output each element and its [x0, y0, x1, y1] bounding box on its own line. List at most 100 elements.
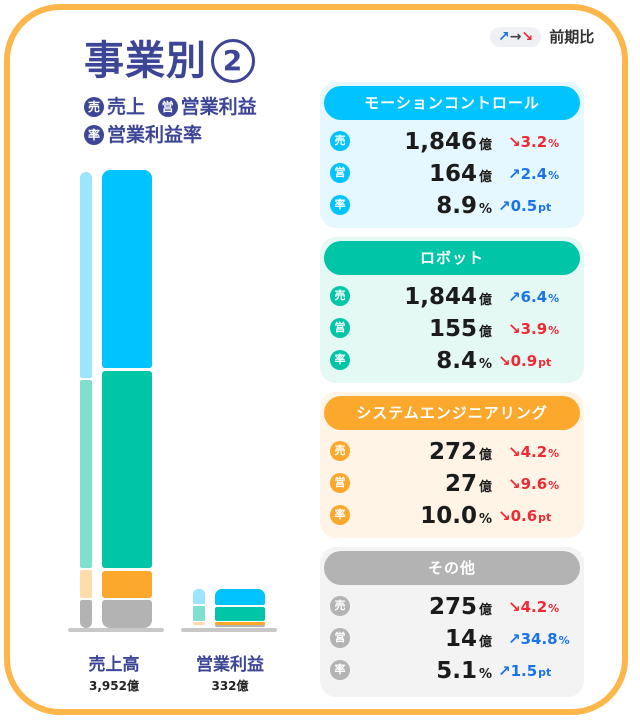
- segment-header: システムエンジニアリング: [324, 396, 580, 430]
- metric-unit: %: [478, 357, 492, 372]
- yoy-change: ↘3.9%: [508, 320, 560, 338]
- sales-badge-icon: 売: [330, 286, 350, 306]
- yoy-label: 前期比: [549, 28, 595, 46]
- sales-badge-icon: 売: [330, 441, 350, 461]
- metric-unit: 億: [478, 138, 492, 153]
- legend-row-1: 売売上 営営業利益: [84, 92, 263, 119]
- page-title: 事業別 2: [84, 28, 255, 86]
- metric-value: 8.4%: [436, 348, 492, 374]
- metric-value: 1,844 億: [404, 284, 492, 310]
- title-text: 事業別: [84, 38, 207, 84]
- metric-value: 5.1%: [436, 658, 492, 684]
- profit-axis-label: 営業利益 332億: [178, 650, 282, 694]
- trend-down-icon: ↘: [508, 320, 521, 338]
- yoy-change: ↗1.5pt: [498, 662, 552, 680]
- metric-unit: %: [478, 512, 492, 527]
- yoy-change: ↘3.2%: [508, 133, 560, 151]
- circled-number: 2: [211, 39, 255, 83]
- yoy-change: ↘4.2%: [508, 443, 560, 461]
- sales-badge-icon: 売: [330, 596, 350, 616]
- profit-badge-icon: 営: [330, 473, 350, 493]
- rate-badge-icon: 率: [330, 350, 350, 370]
- sales-bar-robot: [102, 371, 152, 568]
- metric-row: 営 164 億 ↗2.4%: [320, 158, 584, 190]
- rate-badge-icon: 率: [84, 125, 104, 145]
- metric-unit: 億: [478, 325, 492, 340]
- yoy-change: ↗0.5pt: [498, 197, 552, 215]
- profit-total: 332億: [211, 679, 249, 693]
- profit-bar-other: [215, 625, 265, 627]
- segment-header: その他: [324, 551, 580, 585]
- segment-header: モーションコントロール: [324, 86, 580, 120]
- trend-down-icon: ↘: [508, 133, 521, 151]
- yoy-legend: ↗→↘ 前期比: [490, 26, 594, 47]
- metric-row: 売 1,844 億 ↗6.4%: [320, 281, 584, 313]
- rate-badge-icon: 率: [330, 505, 350, 525]
- metric-row: 率 5.1% ↗1.5pt: [320, 655, 584, 687]
- arrow-flat-icon: →: [509, 28, 522, 45]
- metric-unit: 億: [478, 480, 492, 495]
- metric-value: 275 億: [428, 594, 492, 620]
- metric-value: 27 億: [444, 471, 492, 497]
- sales-prev-other: [80, 600, 92, 628]
- sales-prev-robot: [80, 380, 92, 568]
- segment-card-2: システムエンジニアリング売 272 億 ↘4.2% 営 27 億 ↘9.6% 率 10.0% ↘0.…: [320, 392, 584, 538]
- trend-up-icon: ↗: [498, 662, 511, 680]
- trend-up-icon: ↗: [498, 197, 511, 215]
- arrow-up-icon: ↗: [498, 28, 510, 45]
- rate-badge-icon: 率: [330, 660, 350, 680]
- metric-row: 売 1,846 億 ↘3.2%: [320, 126, 584, 158]
- legend-margin: 率営業利益率: [84, 124, 202, 146]
- yoy-change: ↘0.9pt: [498, 352, 552, 370]
- metric-unit: %: [478, 667, 492, 682]
- yoy-change: ↘9.6%: [508, 475, 560, 493]
- trend-down-icon: ↘: [508, 475, 521, 493]
- metric-value: 10.0%: [420, 503, 492, 529]
- profit-badge-icon: 営: [330, 628, 350, 648]
- arrow-down-icon: ↘: [521, 28, 534, 45]
- metric-row: 率 8.4% ↘0.9pt: [320, 345, 584, 377]
- metric-row: 率 10.0% ↘0.6pt: [320, 500, 584, 532]
- sales-prev-se: [80, 570, 92, 598]
- metric-value: 8.9%: [436, 193, 492, 219]
- segment-card-1: ロボット売 1,844 億 ↗6.4% 営 155 億 ↘3.9% 率 8.4% ↘0.9pt: [320, 237, 584, 383]
- metric-value: 1,846 億: [404, 129, 492, 155]
- metric-unit: 億: [478, 293, 492, 308]
- trend-down-icon: ↘: [498, 507, 511, 525]
- legend-sales: 売売上: [84, 96, 145, 118]
- profit-badge-icon: 営: [330, 318, 350, 338]
- sales-bar-other: [102, 600, 152, 628]
- metric-value: 164 億: [428, 161, 492, 187]
- metric-unit: 億: [478, 635, 492, 650]
- profit-badge-icon: 営: [157, 97, 178, 117]
- sales-bar-system-engineering: [102, 571, 152, 598]
- metric-unit: 億: [478, 448, 492, 463]
- metric-unit: 億: [478, 170, 492, 185]
- yoy-change: ↗34.8%: [508, 630, 570, 648]
- metric-unit: 億: [478, 603, 492, 618]
- metric-value: 272 億: [428, 439, 492, 465]
- metric-row: 営 27 億 ↘9.6%: [320, 468, 584, 500]
- metric-row: 営 155 億 ↘3.9%: [320, 313, 584, 345]
- metric-row: 売 272 億 ↘4.2%: [320, 436, 584, 468]
- metric-value: 14 億: [444, 626, 492, 652]
- trend-up-icon: ↗: [508, 165, 521, 183]
- profit-prev-motion: [193, 589, 205, 604]
- profit-badge-icon: 営: [330, 163, 350, 183]
- profit-prev-se: [193, 622, 205, 625]
- trend-up-icon: ↗: [508, 630, 521, 648]
- metric-unit: %: [478, 202, 492, 217]
- segment-header: ロボット: [324, 241, 580, 275]
- sales-badge-icon: 売: [84, 97, 104, 117]
- legend-operating-profit: 営営業利益: [157, 96, 257, 118]
- rate-badge-icon: 率: [330, 195, 350, 215]
- sales-total: 3,952億: [89, 679, 139, 693]
- metric-value: 155 億: [428, 316, 492, 342]
- trend-down-icon: ↘: [508, 598, 521, 616]
- sales-badge-icon: 売: [330, 131, 350, 151]
- legend-row-2: 率営業利益率: [84, 120, 208, 147]
- profit-bar-motion-control: [215, 589, 265, 605]
- sales-axis-label: 売上高 3,952億: [66, 650, 162, 694]
- yoy-change: ↘0.6pt: [498, 507, 552, 525]
- sales-bar-motion-control: [102, 170, 152, 368]
